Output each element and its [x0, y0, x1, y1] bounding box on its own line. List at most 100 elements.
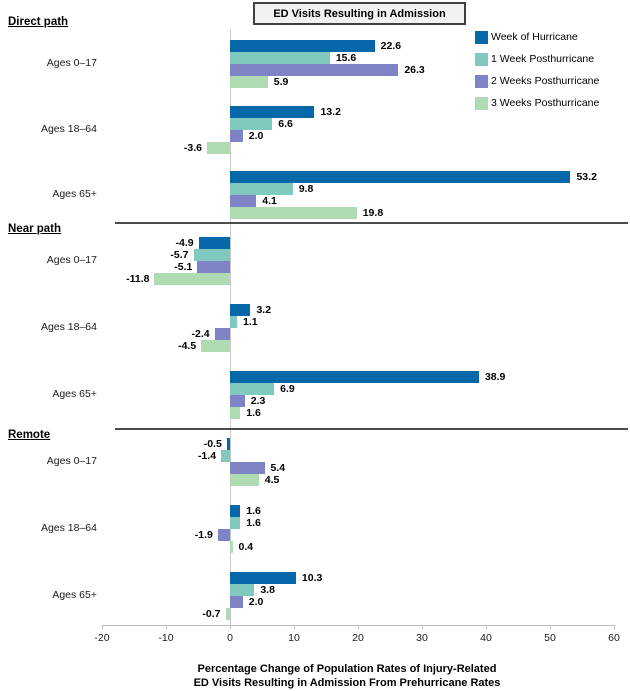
x-axis-tick [102, 625, 103, 629]
bar-3-weeks-posthurricane [230, 541, 233, 553]
bar-week-of-hurricane [230, 505, 241, 517]
x-axis-tick [614, 625, 615, 629]
bar-value-label: 2.0 [248, 130, 264, 142]
category-label: Ages 65+ [52, 589, 97, 601]
bar-value-label: 15.6 [335, 52, 357, 64]
legend-label: 3 Weeks Posthurricane [491, 97, 600, 109]
bar-week-of-hurricane [230, 304, 251, 316]
x-axis-tick [358, 625, 359, 629]
bar-1-week-posthurricane [230, 183, 293, 195]
legend-label: 2 Weeks Posthurricane [491, 75, 600, 87]
x-axis-tick-label: -10 [158, 632, 174, 644]
bar-1-week-posthurricane [230, 52, 330, 64]
bar-value-label: 9.8 [298, 183, 314, 195]
bar-value-label: -0.7 [202, 608, 221, 620]
bar-week-of-hurricane [230, 40, 375, 52]
bar-1-week-posthurricane [221, 450, 230, 462]
category-label: Ages 18–64 [40, 321, 97, 333]
section-label: Near path [8, 223, 62, 235]
category-label: Ages 18–64 [40, 123, 97, 135]
legend-swatch-week-of-hurricane [475, 30, 488, 44]
bar-value-label: 4.1 [262, 195, 277, 207]
bar-value-label: -1.4 [197, 450, 217, 462]
bar-value-label: 3.2 [256, 304, 272, 316]
bar-3-weeks-posthurricane [154, 273, 230, 285]
category-label: Ages 18–64 [40, 522, 97, 534]
legend-swatch-3-weeks-posthurricane [475, 96, 488, 110]
section-divider [115, 222, 628, 224]
bar-3-weeks-posthurricane [225, 608, 230, 620]
category-label: Ages 65+ [52, 188, 97, 200]
legend-item-3-weeks-posthurricane: 3 Weeks Posthurricane [475, 96, 599, 110]
legend-label: 1 Week Posthurricane [491, 53, 595, 65]
bar-value-label: 38.9 [484, 371, 506, 383]
x-axis-tick [422, 625, 423, 629]
bar-value-label: -0.5 [203, 438, 222, 450]
x-axis-tick [294, 625, 295, 629]
bar-value-label: 1.6 [246, 407, 261, 419]
bar-value-label: -2.4 [191, 328, 210, 340]
section-divider [115, 428, 628, 430]
legend-swatch-1-week-posthurricane [475, 52, 488, 66]
x-axis-title-line2: ED Visits Resulting in Admission From Pr… [193, 677, 501, 689]
bar-value-label: 2.3 [250, 395, 266, 407]
bar-value-label: -11.8 [126, 273, 150, 285]
bar-value-label: 1.1 [243, 316, 258, 328]
category-label: Ages 0–17 [46, 455, 97, 467]
legend-item-2-weeks-posthurricane: 2 Weeks Posthurricane [475, 74, 599, 88]
bar-value-label: 5.9 [273, 76, 289, 88]
bar-3-weeks-posthurricane [230, 76, 268, 88]
x-axis-tick [166, 625, 167, 629]
bar-value-label: 2.0 [248, 596, 264, 608]
bar-value-label: -1.9 [194, 529, 213, 541]
section-label: Direct path [8, 16, 69, 28]
bar-1-week-posthurricane [230, 584, 255, 596]
bar-2-weeks-posthurricane [230, 195, 257, 207]
x-axis-title-line1: Percentage Change of Population Rates of… [197, 663, 497, 675]
section-label: Remote [8, 429, 51, 441]
bar-value-label: 13.2 [320, 106, 341, 118]
bar-3-weeks-posthurricane [230, 207, 357, 219]
bar-3-weeks-posthurricane [201, 340, 230, 352]
category-label: Ages 65+ [52, 388, 97, 400]
legend-item-1-week-posthurricane: 1 Week Posthurricane [475, 52, 594, 66]
bar-2-weeks-posthurricane [230, 64, 399, 76]
bar-1-week-posthurricane [230, 118, 273, 130]
x-axis-tick-label: 10 [288, 632, 300, 644]
bar-value-label: 19.8 [362, 207, 384, 219]
bar-value-label: 5.4 [270, 462, 286, 474]
bar-value-label: 4.5 [264, 474, 280, 486]
bar-2-weeks-posthurricane [230, 130, 243, 142]
x-axis-tick-label: 60 [608, 632, 620, 644]
bar-value-label: -5.1 [174, 261, 193, 273]
x-axis-title: Percentage Change of Population Rates of… [64, 662, 630, 690]
bar-2-weeks-posthurricane [230, 462, 265, 474]
x-axis-tick [230, 625, 231, 629]
bar-2-weeks-posthurricane [230, 596, 243, 608]
bar-value-label: 10.3 [301, 572, 323, 584]
bar-1-week-posthurricane [230, 316, 238, 328]
x-axis-tick-label: 20 [352, 632, 364, 644]
bar-value-label: -4.5 [178, 340, 197, 352]
legend-swatch-2-weeks-posthurricane [475, 74, 488, 88]
bar-value-label: 6.9 [280, 383, 295, 395]
category-label: Ages 0–17 [46, 57, 97, 69]
bar-value-label: 6.6 [278, 118, 293, 130]
bar-value-label: -4.9 [175, 237, 194, 249]
bar-value-label: 0.4 [238, 541, 254, 553]
x-axis-tick [550, 625, 551, 629]
bar-week-of-hurricane [198, 237, 230, 249]
bar-1-week-posthurricane [230, 383, 275, 395]
category-label: Ages 0–17 [46, 254, 97, 266]
bar-1-week-posthurricane [193, 249, 230, 261]
bar-1-week-posthurricane [230, 517, 241, 529]
bar-2-weeks-posthurricane [230, 395, 245, 407]
legend-item-week-of-hurricane: Week of Hurricane [475, 30, 578, 44]
bar-week-of-hurricane [230, 371, 479, 383]
x-axis-tick-label: 30 [416, 632, 428, 644]
bar-3-weeks-posthurricane [230, 407, 241, 419]
bar-2-weeks-posthurricane [214, 328, 230, 340]
x-axis-tick-label: 50 [544, 632, 556, 644]
bar-value-label: 3.8 [260, 584, 275, 596]
